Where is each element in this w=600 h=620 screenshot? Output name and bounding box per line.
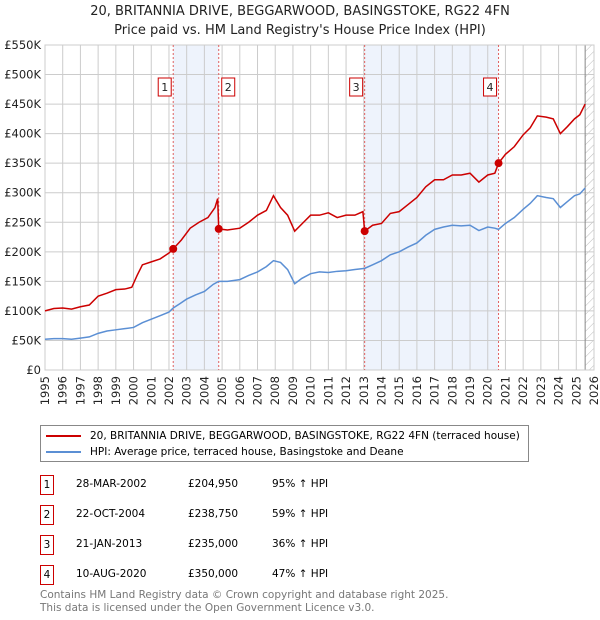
x-tick-label: 1998 <box>91 376 105 405</box>
transaction-hpi: 36% ↑ HPI <box>272 538 329 550</box>
x-tick-label: 2009 <box>286 376 300 405</box>
sale-label-box <box>349 77 364 97</box>
x-tick-label: 2010 <box>304 376 318 405</box>
y-tick-label: £350K <box>4 156 41 170</box>
x-tick-label: 1999 <box>109 376 123 405</box>
sale-point <box>360 227 369 236</box>
sale-label-box <box>483 77 498 97</box>
sale-label: 2 <box>225 81 232 94</box>
shaded-period <box>173 45 219 370</box>
x-tick-label: 2005 <box>215 376 229 405</box>
transaction-number: 1 <box>40 475 54 495</box>
x-tick-label: 2012 <box>339 376 353 405</box>
x-tick-label: 2003 <box>180 376 194 405</box>
x-tick-label: 2026 <box>587 376 600 405</box>
x-tick-label: 2008 <box>268 376 282 405</box>
y-tick-label: £500K <box>4 68 41 82</box>
x-tick-label: 1997 <box>73 376 87 405</box>
transaction-row: 2 22-OCT-2004 £238,750 59% ↑ HPI <box>40 505 440 525</box>
transaction-price: £204,950 <box>188 478 239 490</box>
x-tick-label: 2000 <box>127 376 141 405</box>
transaction-number: 3 <box>40 535 54 555</box>
transaction-hpi: 47% ↑ HPI <box>272 568 329 580</box>
transaction-hpi: 59% ↑ HPI <box>272 508 329 520</box>
x-tick-label: 2016 <box>410 376 424 405</box>
x-tick-label: 2011 <box>321 376 335 405</box>
y-tick-label: £0 <box>26 363 41 377</box>
transaction-hpi: 95% ↑ HPI <box>272 478 329 490</box>
x-tick-label: 2025 <box>569 376 583 405</box>
sale-point <box>494 159 503 168</box>
transaction-date: 28-MAR-2002 <box>76 478 147 490</box>
transaction-number: 4 <box>40 565 54 585</box>
footer-line-2: This data is licensed under the Open Gov… <box>40 602 375 614</box>
x-tick-label: 2018 <box>445 376 459 405</box>
x-tick-label: 2021 <box>498 376 512 405</box>
y-tick-label: £250K <box>4 215 41 229</box>
x-tick-label: 2017 <box>428 376 442 405</box>
sale-label: 1 <box>161 81 168 94</box>
y-tick-label: £100K <box>4 304 41 318</box>
x-tick-label: 2002 <box>162 376 176 405</box>
price-chart: £0 £50K £100K £150K £200K £250K £300K £350K £400… <box>4 38 600 405</box>
legend: 20, BRITANNIA DRIVE, BEGGARWOOD, BASINGS… <box>40 425 529 462</box>
transaction-date: 22-OCT-2004 <box>76 508 145 520</box>
plot-border <box>44 44 595 371</box>
x-tick-label: 2015 <box>392 376 406 405</box>
hpi-line <box>44 187 586 341</box>
x-tick-label: 2024 <box>552 376 566 405</box>
y-tick-label: £300K <box>4 186 41 200</box>
x-tick-label: 2006 <box>233 376 247 405</box>
transaction-row: 3 21-JAN-2013 £235,000 36% ↑ HPI <box>40 535 440 555</box>
x-tick-label: 2013 <box>357 376 371 405</box>
transaction-date: 21-JAN-2013 <box>76 538 143 550</box>
x-tick-label: 2004 <box>197 376 211 405</box>
y-tick-label: £550K <box>4 38 41 52</box>
forecast-hatch <box>585 45 594 370</box>
chart-subtitle: Price paid vs. HM Land Registry's House … <box>114 23 486 38</box>
x-tick-label: 1995 <box>38 376 52 405</box>
x-tick-label: 2019 <box>463 376 477 405</box>
legend-red-line <box>46 435 81 437</box>
sale-point <box>169 244 178 253</box>
sale-label-box <box>157 77 172 97</box>
transaction-price: £238,750 <box>188 508 239 520</box>
transaction-row: 1 28-MAR-2002 £204,950 95% ↑ HPI <box>40 475 440 495</box>
transaction-price: £235,000 <box>188 538 239 550</box>
price-paid-line <box>44 103 586 312</box>
sale-point <box>214 224 223 233</box>
sale-label: 4 <box>487 81 494 94</box>
x-tick-label: 2001 <box>144 376 158 405</box>
x-tick-label: 1996 <box>56 376 70 405</box>
transaction-date: 10-AUG-2020 <box>76 568 147 580</box>
y-tick-label: £150K <box>4 274 41 288</box>
y-tick-label: £450K <box>4 97 41 111</box>
y-tick-label: £200K <box>4 245 41 259</box>
sale-label: 3 <box>353 81 360 94</box>
legend-hpi: HPI: Average price, terraced house, Basi… <box>90 446 404 458</box>
legend-blue-line <box>46 451 81 453</box>
y-tick-label: £400K <box>4 127 41 141</box>
footer-line-1: Contains HM Land Registry data © Crown c… <box>40 589 449 601</box>
legend-property: 20, BRITANNIA DRIVE, BEGGARWOOD, BASINGS… <box>90 430 520 442</box>
x-tick-label: 2020 <box>481 376 495 405</box>
shaded-period <box>364 45 499 370</box>
x-tick-label: 2014 <box>374 376 388 405</box>
x-tick-label: 2022 <box>516 376 530 405</box>
x-tick-label: 2007 <box>251 376 265 405</box>
y-tick-label: £50K <box>12 333 42 347</box>
transaction-price: £350,000 <box>188 568 239 580</box>
chart-title: 20, BRITANNIA DRIVE, BEGGARWOOD, BASINGS… <box>90 4 510 19</box>
sale-label-box <box>221 77 236 97</box>
x-tick-label: 2023 <box>534 376 548 405</box>
transaction-number: 2 <box>40 505 54 525</box>
transaction-row: 4 10-AUG-2020 £350,000 47% ↑ HPI <box>40 565 440 585</box>
